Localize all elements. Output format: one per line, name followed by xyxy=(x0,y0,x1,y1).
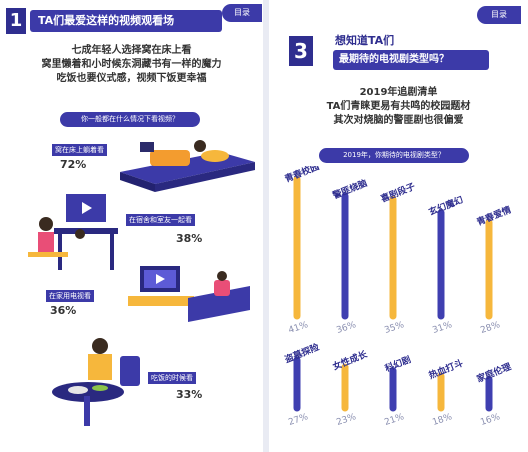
value-label: 28% xyxy=(479,320,502,336)
survey-question: 你一般都在什么情况下看视频？ xyxy=(60,112,200,127)
category-label: 青春爱情 xyxy=(475,204,513,229)
chart-title: 2019年，你期待的电视剧类型？ xyxy=(319,148,469,163)
dinner-illustration xyxy=(52,338,140,426)
section-title: TA们最爱这样的视频观看场 xyxy=(30,10,222,32)
right-panel: 目录 3 想知道TA们 最期待的电视剧类型吗？ 2019年追剧清单 TA们青睐更… xyxy=(269,0,528,452)
category-label: 青春校园 xyxy=(283,166,321,185)
category-label: 喜剧段子 xyxy=(379,180,417,205)
scene-label: 窝在床上躺着看 xyxy=(52,144,107,156)
section-title-line1: 想知道TA们 xyxy=(335,34,395,47)
value-label: 16% xyxy=(479,412,502,428)
intro-line: 其次对烧脑的警匪剧也很偏爱 xyxy=(333,115,464,126)
category-label: 女性成长 xyxy=(331,348,370,373)
dorm-illustration xyxy=(28,194,118,270)
left-panel: 1 TA们最爱这样的视频观看场 目录 七成年轻人选择窝在床上看 窝里懒着和小时候… xyxy=(0,0,263,452)
intro-line: 七成年轻人选择窝在床上看 xyxy=(71,45,192,56)
left-intro: 七成年轻人选择窝在床上看 窝里懒着和小时候东洞藏书有一样的魔力 吃饭也要仪式感，… xyxy=(0,44,263,86)
category-label: 家庭伦理 xyxy=(475,360,513,385)
scene-label: 在家用电视看 xyxy=(46,290,94,302)
intro-line: 2019年追剧清单 xyxy=(359,87,438,98)
section-number-badge: 1 xyxy=(6,8,26,34)
section-title-line2: 最期待的电视剧类型吗？ xyxy=(333,50,489,70)
tv-illustration xyxy=(128,266,250,322)
value-label: 18% xyxy=(431,412,454,428)
section-number-badge: 3 xyxy=(289,36,313,66)
value-label: 31% xyxy=(431,320,454,336)
intro-line: 吃饭也要仪式感，视频下饭更幸福 xyxy=(56,73,207,84)
category-label: 盗墓探险 xyxy=(283,341,322,366)
scene-label: 在宿舍和室友一起看 xyxy=(126,214,195,226)
value-label: 27% xyxy=(287,412,310,428)
scene-label: 吃饭的时候看 xyxy=(148,372,196,384)
scene-value: 72% xyxy=(60,158,87,171)
bed-illustration xyxy=(120,140,255,192)
value-label: 23% xyxy=(335,412,358,428)
intro-line: 窝里懒着和小时候东洞藏书有一样的魔力 xyxy=(41,59,222,70)
toc-button[interactable]: 目录 xyxy=(222,4,262,22)
value-label: 21% xyxy=(383,412,406,428)
category-label: 警匪烧脑 xyxy=(331,177,369,202)
drama-type-bar-chart: 青春校园 41% 警匪烧脑 36% 喜剧段子 35% 玄幻魔幻 31% 青春爱情 28% 盗墓探险 2… xyxy=(283,166,513,428)
scene-value: 33% xyxy=(176,388,203,401)
intro-line: TA们青睐更易有共鸣的校园题材 xyxy=(326,101,471,112)
value-label: 41% xyxy=(287,320,310,336)
scene-value: 38% xyxy=(176,232,203,245)
value-label: 35% xyxy=(383,320,406,336)
value-label: 36% xyxy=(335,320,358,336)
category-label: 玄幻魔幻 xyxy=(427,194,465,219)
category-label: 科幻剧 xyxy=(383,353,413,374)
category-label: 热血打斗 xyxy=(427,357,465,382)
toc-button[interactable]: 目录 xyxy=(477,6,521,24)
scene-value: 36% xyxy=(50,304,77,317)
right-intro: 2019年追剧清单 TA们青睐更易有共鸣的校园题材 其次对烧脑的警匪剧也很偏爱 xyxy=(269,86,528,128)
